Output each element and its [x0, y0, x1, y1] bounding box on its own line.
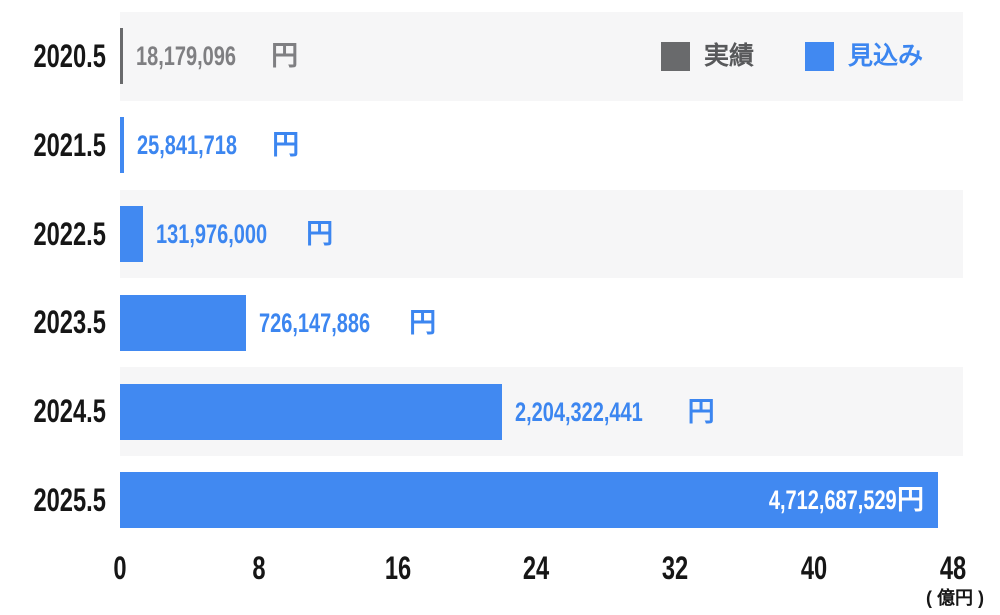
value-label: 131,976,000 円 [156, 219, 334, 249]
value-label: 726,147,886 円 [259, 307, 437, 338]
x-axis: 0 8 16 24 32 40 48 [0, 550, 1000, 586]
legend-item-forecast: 見込み [805, 42, 923, 71]
bar-actual [120, 28, 123, 85]
value-label: 18,179,096 円 [136, 41, 299, 72]
x-tick-label: 48 [939, 550, 966, 586]
value-label: 4,712,687,529 円 [769, 485, 924, 516]
bar-forecast [120, 472, 938, 529]
x-tick-label: 32 [662, 550, 689, 586]
x-tick-label: 24 [523, 550, 550, 586]
x-tick-label: 40 [800, 550, 828, 586]
bar-forecast [120, 117, 124, 174]
category-label: 2021.5 [33, 126, 106, 163]
bar-forecast [120, 294, 246, 351]
legend-swatch-actual [661, 42, 690, 71]
x-tick-label: 8 [252, 550, 266, 586]
legend: 実績 見込み [0, 42, 1000, 72]
x-tick-label: 16 [384, 550, 411, 586]
x-axis-unit-label: ( 億円 ) [926, 588, 984, 608]
bar-forecast [120, 206, 143, 262]
legend-label: 見込み [848, 42, 924, 70]
category-label: 2024.5 [33, 393, 106, 430]
legend-item-actual: 実績 [661, 42, 754, 71]
row-band [120, 278, 963, 367]
category-label: 2023.5 [33, 304, 106, 341]
legend-label: 実績 [704, 42, 755, 70]
bar-forecast [120, 383, 502, 440]
row-band [120, 189, 963, 279]
x-tick-label: 0 [113, 550, 127, 586]
value-label: 25,841,718 円 [137, 130, 300, 161]
category-label: 2020.5 [33, 38, 106, 74]
category-label: 2025.5 [33, 482, 106, 518]
value-label: 2,204,322,441 円 [515, 396, 715, 427]
category-label: 2022.5 [33, 215, 106, 252]
legend-swatch-forecast [805, 42, 834, 71]
